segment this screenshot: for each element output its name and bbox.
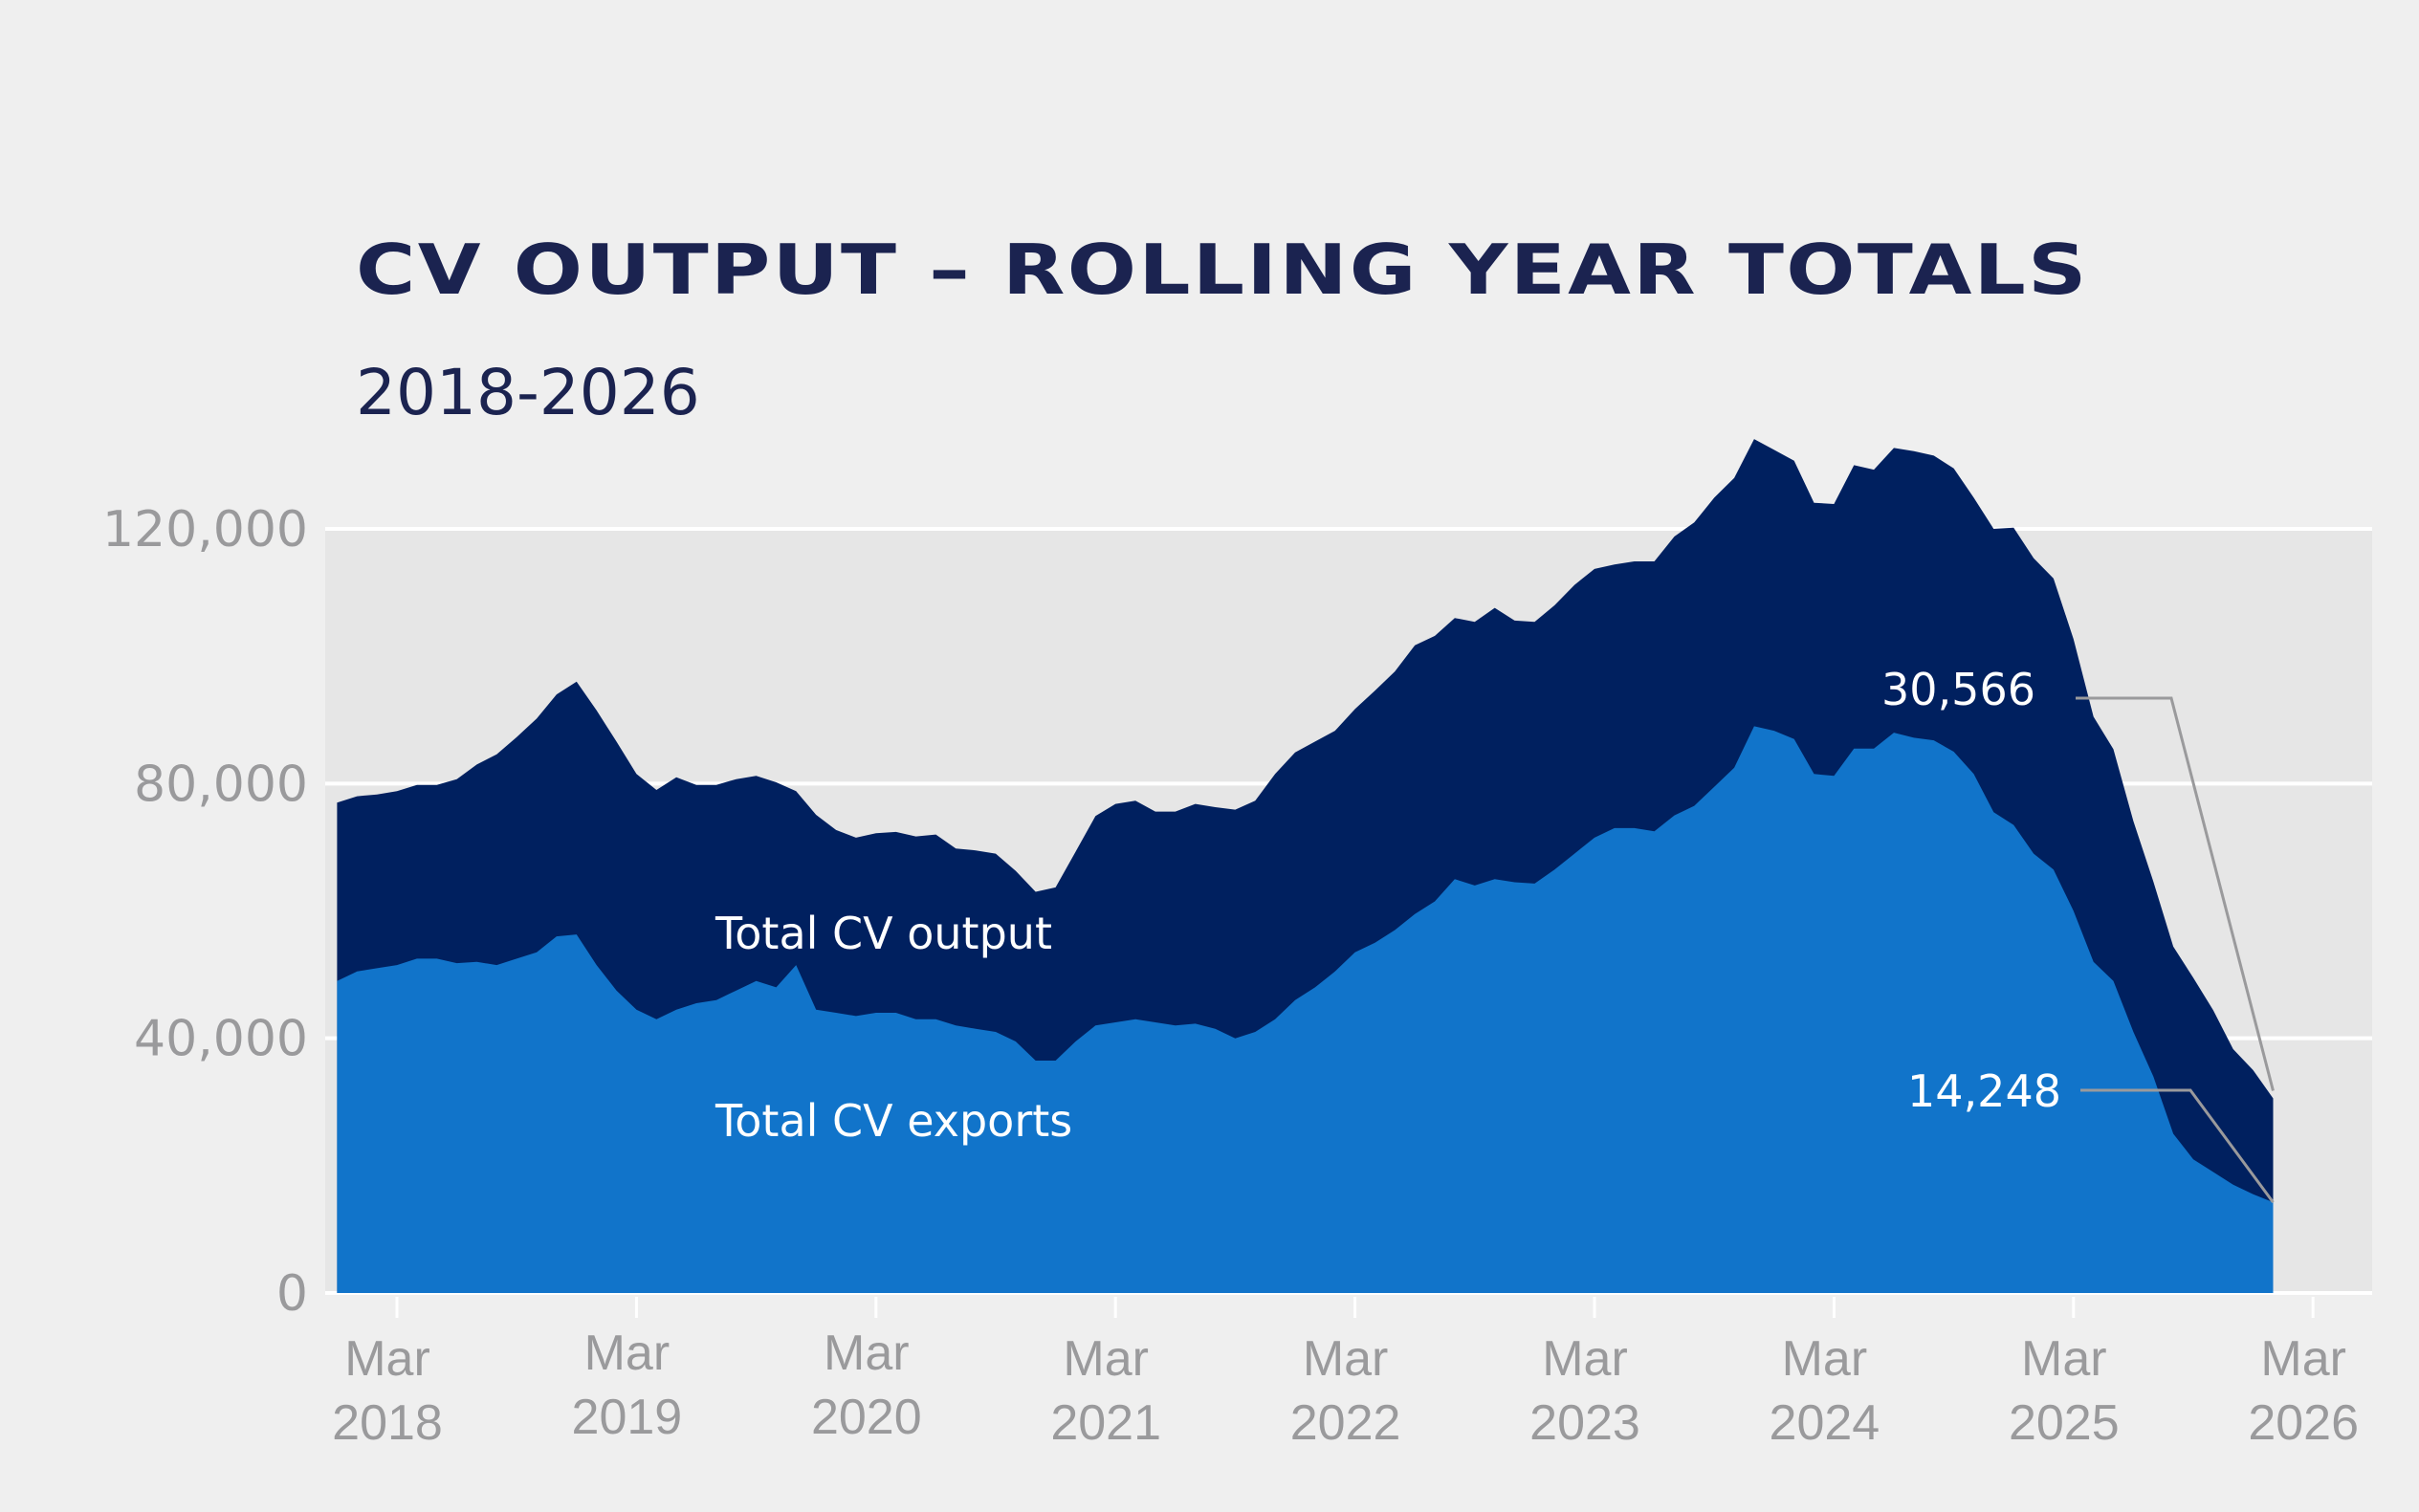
x-tick-label-month: Mar <box>344 1331 430 1387</box>
x-tick-label-year: 2022 <box>1290 1395 1401 1451</box>
x-tick-label-year: 2019 <box>572 1390 683 1445</box>
area-series <box>337 439 2274 1294</box>
x-axis-ticks <box>395 1297 2315 1318</box>
exports-leader-line <box>2080 1088 2275 1204</box>
output-series-label: Total CV output <box>715 908 1052 959</box>
y-tick-label: 120,000 <box>102 501 308 559</box>
x-tick-label-month: Mar <box>1303 1331 1389 1387</box>
exports-end-value-label: 14,248 <box>1907 1065 2061 1117</box>
x-tick-label-year: 2020 <box>811 1390 922 1445</box>
x-tick-label-year: 2018 <box>332 1395 443 1451</box>
x-tick-label-month: Mar <box>584 1326 671 1381</box>
exports-series-label: Total CV exports <box>715 1095 1072 1147</box>
annotations: Total CV output Total CV exports 30,566 14,… <box>715 664 2275 1204</box>
output-end-value-label: 30,566 <box>1881 664 2035 715</box>
x-tick-label-year: 2025 <box>2009 1395 2120 1451</box>
output-leader-line <box>2076 696 2275 1091</box>
x-tick-label-month: Mar <box>824 1326 910 1381</box>
x-tick-label-year: 2026 <box>2248 1395 2359 1451</box>
y-tick-label: 40,000 <box>134 1011 308 1068</box>
x-tick-label-year: 2023 <box>1529 1395 1640 1451</box>
x-tick-label-month: Mar <box>2260 1331 2346 1387</box>
x-tick-label-month: Mar <box>1782 1331 1868 1387</box>
y-tick-label: 80,000 <box>134 756 308 813</box>
chart-title: CV OUTPUT – ROLLING YEAR TOTALS <box>356 230 2089 310</box>
chart-subtitle: 2018-2026 <box>356 356 700 429</box>
x-axis-labels: Mar 2018 Mar 2019 Mar 2020 Mar 2021 Mar 2022 Mar 20… <box>332 1326 2359 1451</box>
x-tick-label-year: 2024 <box>1770 1395 1880 1451</box>
y-tick-label: 0 <box>276 1265 308 1323</box>
exports-area <box>337 726 2274 1293</box>
x-tick-label-month: Mar <box>2021 1331 2107 1387</box>
x-tick-label-month: Mar <box>1063 1331 1149 1387</box>
y-axis-labels: 0 40,000 80,000 120,000 <box>102 501 308 1323</box>
x-tick-label-month: Mar <box>1542 1331 1628 1387</box>
x-tick-label-year: 2021 <box>1050 1395 1161 1451</box>
